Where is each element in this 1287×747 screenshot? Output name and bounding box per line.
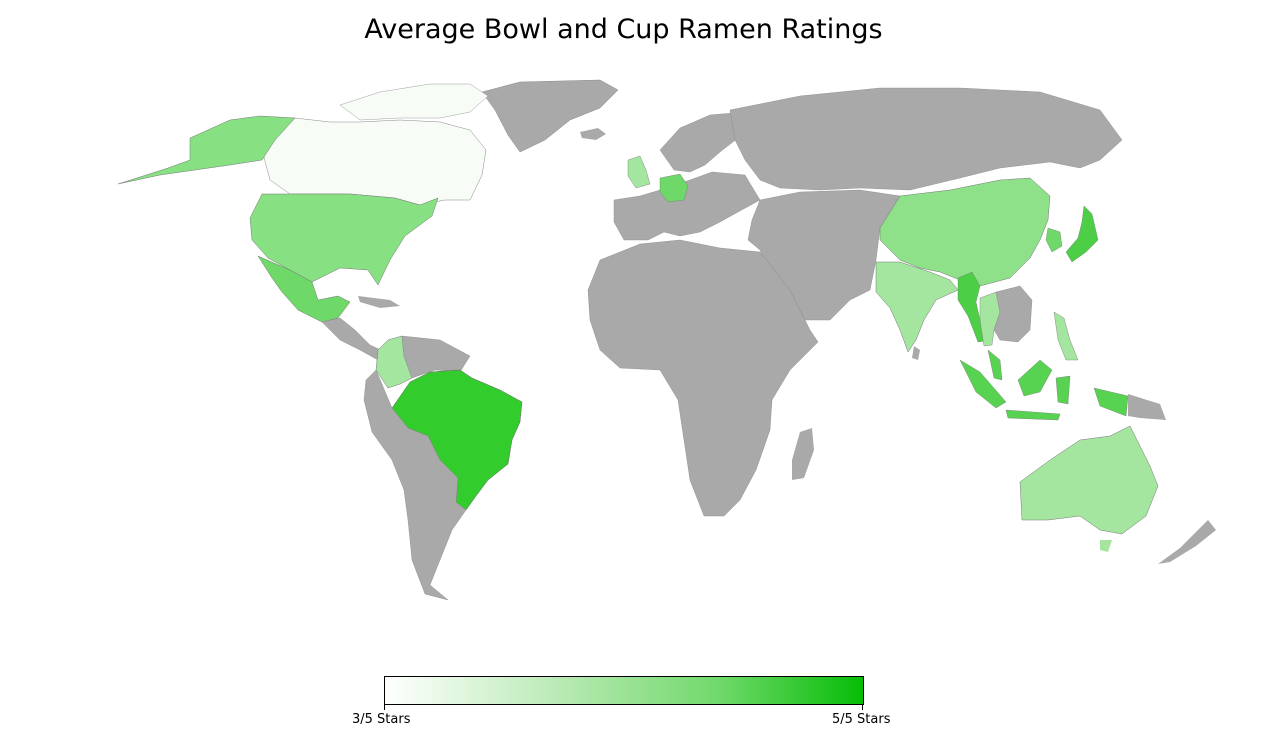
mexico xyxy=(257,255,351,323)
thailand xyxy=(979,291,1001,347)
colorbar-max-label: 5/5 Stars xyxy=(832,712,891,727)
indonesia xyxy=(959,359,1129,421)
madagascar xyxy=(792,428,814,480)
caribbean xyxy=(358,296,400,308)
japan xyxy=(1065,205,1099,263)
papua-new-guinea xyxy=(1128,394,1166,420)
africa xyxy=(587,239,819,517)
south-america-other xyxy=(363,369,467,601)
philippines xyxy=(1053,311,1079,361)
colorbar-min-tick xyxy=(384,704,385,710)
alaska xyxy=(117,115,296,185)
iceland xyxy=(580,128,606,140)
colorbar-max-tick xyxy=(862,704,863,710)
indochina xyxy=(993,285,1033,343)
china xyxy=(879,177,1051,287)
malaysia xyxy=(987,349,1053,397)
chart-title: Average Bowl and Cup Ramen Ratings xyxy=(364,14,883,45)
colorbar xyxy=(384,676,864,705)
australia xyxy=(1019,425,1159,535)
central-america xyxy=(321,317,386,361)
united-states xyxy=(249,193,439,286)
united-kingdom xyxy=(627,155,651,189)
south-korea xyxy=(1045,227,1063,253)
colorbar-min-label: 3/5 Stars xyxy=(352,712,411,727)
world-map xyxy=(117,79,1216,601)
greenland xyxy=(481,79,619,153)
new-zealand xyxy=(1158,520,1216,564)
tasmania xyxy=(1100,540,1112,552)
canada xyxy=(261,117,487,206)
russia xyxy=(729,87,1123,191)
sri-lanka xyxy=(912,346,920,360)
india xyxy=(875,261,959,353)
germany xyxy=(659,173,689,203)
arctic-islands xyxy=(339,83,489,121)
